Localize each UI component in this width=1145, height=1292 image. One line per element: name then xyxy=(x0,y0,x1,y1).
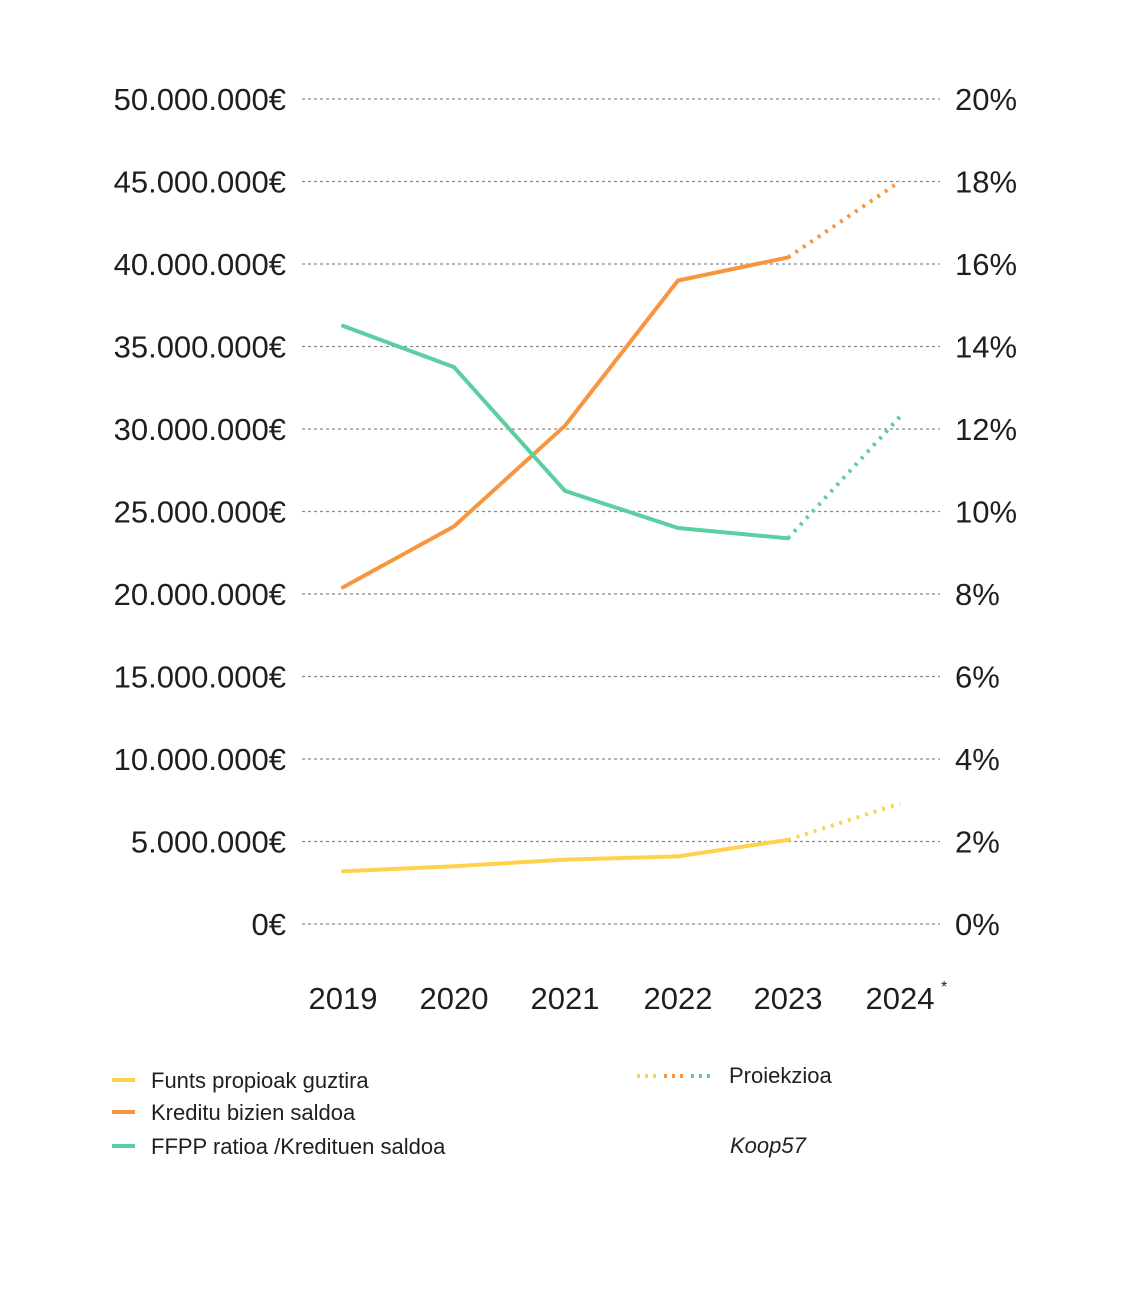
right-tick-label: 0% xyxy=(955,907,1000,942)
right-tick-label: 18% xyxy=(955,165,1017,200)
right-tick-label: 10% xyxy=(955,495,1017,530)
series-projection-line xyxy=(786,415,902,540)
x-tick-label: 2020 xyxy=(420,981,489,1016)
left-tick-label: 15.000.000€ xyxy=(114,660,286,695)
series-lines xyxy=(341,179,902,874)
right-tick-label: 6% xyxy=(955,660,1000,695)
right-tick-label: 20% xyxy=(955,82,1017,117)
right-tick-label: 16% xyxy=(955,247,1017,282)
series-projection-line xyxy=(787,801,901,842)
left-axis-ticks: 0€ 5.000.000€ 10.000.000€ 15.000.000€ 20.000… xyxy=(114,82,286,942)
left-tick-label: 0€ xyxy=(252,907,286,942)
right-tick-label: 14% xyxy=(955,330,1017,365)
x-axis-ticks: 2019 2020 2021 2022 2023 2024 * xyxy=(309,979,948,1016)
left-tick-label: 5.000.000€ xyxy=(131,825,286,860)
left-tick-label: 50.000.000€ xyxy=(114,82,286,117)
left-tick-label: 40.000.000€ xyxy=(114,247,286,282)
x-tick-footnote-mark: * xyxy=(941,979,947,996)
left-tick-label: 25.000.000€ xyxy=(114,495,286,530)
source-label: Koop57 xyxy=(730,1133,807,1158)
x-tick-label: 2021 xyxy=(531,981,600,1016)
x-tick-label: 2024 xyxy=(866,981,935,1016)
left-tick-label: 45.000.000€ xyxy=(114,165,286,200)
right-axis-ticks: 0% 2% 4% 6% 8% 10% 12% 14% 16% 18% 20% xyxy=(955,82,1017,942)
legend: Funts propioak guztira Kreditu bizien sal… xyxy=(112,1063,832,1159)
legend-projection-label: Proiekzioa xyxy=(729,1063,832,1088)
legend-label: Kreditu bizien saldoa xyxy=(151,1100,356,1125)
left-tick-label: 30.000.000€ xyxy=(114,412,286,447)
series-line xyxy=(341,323,790,541)
left-tick-label: 20.000.000€ xyxy=(114,577,286,612)
legend-label: FFPP ratioa /Kredituen saldoa xyxy=(151,1134,446,1159)
right-tick-label: 12% xyxy=(955,412,1017,447)
left-tick-label: 10.000.000€ xyxy=(114,742,286,777)
right-tick-label: 4% xyxy=(955,742,1000,777)
left-tick-label: 35.000.000€ xyxy=(114,330,286,365)
legend-label: Funts propioak guztira xyxy=(151,1068,369,1093)
x-tick-label: 2022 xyxy=(644,981,713,1016)
series-line xyxy=(341,837,790,874)
x-tick-label: 2023 xyxy=(754,981,823,1016)
x-tick-label: 2019 xyxy=(309,981,378,1016)
series-projection-line xyxy=(786,179,902,260)
series-line xyxy=(341,255,790,590)
grid-lines xyxy=(302,98,940,925)
right-tick-label: 2% xyxy=(955,825,1000,860)
right-tick-label: 8% xyxy=(955,577,1000,612)
